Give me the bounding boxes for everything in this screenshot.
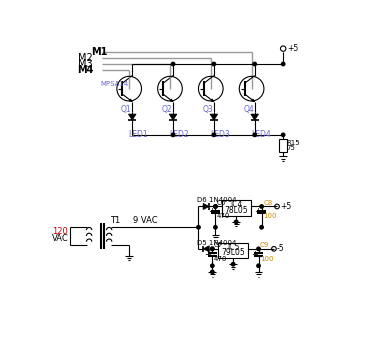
Circle shape <box>171 62 175 66</box>
Text: MPSA14: MPSA14 <box>101 81 129 87</box>
Circle shape <box>253 133 256 136</box>
Text: D6 1N4004: D6 1N4004 <box>197 197 236 203</box>
Text: M3: M3 <box>78 59 92 69</box>
Text: M4: M4 <box>78 65 94 75</box>
Text: Q2: Q2 <box>161 105 172 114</box>
Text: LED4: LED4 <box>251 130 271 138</box>
Text: 75: 75 <box>286 145 295 151</box>
Text: M2: M2 <box>78 53 92 63</box>
Text: IC5: IC5 <box>227 243 239 252</box>
Bar <box>279 139 287 152</box>
Text: IC4: IC4 <box>230 201 243 209</box>
Text: Q1: Q1 <box>121 105 132 114</box>
Circle shape <box>282 62 285 66</box>
Circle shape <box>171 133 175 136</box>
Polygon shape <box>128 114 136 120</box>
Bar <box>218 243 248 258</box>
Text: 120: 120 <box>52 227 68 236</box>
Text: LED1: LED1 <box>128 130 148 138</box>
Circle shape <box>235 220 238 224</box>
Text: +5: +5 <box>287 44 298 53</box>
Circle shape <box>211 270 214 273</box>
Polygon shape <box>203 246 209 252</box>
Text: C7: C7 <box>214 242 223 248</box>
Circle shape <box>260 225 263 229</box>
Circle shape <box>214 205 217 208</box>
Text: +: + <box>205 250 211 259</box>
Text: 100: 100 <box>263 213 277 220</box>
Polygon shape <box>203 203 209 210</box>
Text: +: + <box>208 207 215 216</box>
Circle shape <box>282 133 285 136</box>
Circle shape <box>211 247 214 251</box>
Text: -5: -5 <box>277 244 285 253</box>
Text: +5: +5 <box>280 202 291 211</box>
Circle shape <box>257 264 260 267</box>
Text: 79L05: 79L05 <box>221 248 245 257</box>
Text: M1: M1 <box>91 47 107 57</box>
Bar <box>222 200 251 216</box>
Text: VAC: VAC <box>52 234 69 243</box>
Text: 78L05: 78L05 <box>224 206 248 215</box>
Text: Q4: Q4 <box>243 105 254 114</box>
Circle shape <box>257 247 260 251</box>
Polygon shape <box>252 99 255 102</box>
Text: D5 1N4004: D5 1N4004 <box>197 240 236 246</box>
Circle shape <box>212 62 216 66</box>
Circle shape <box>232 263 235 266</box>
Circle shape <box>214 225 217 229</box>
Text: T1: T1 <box>110 216 120 225</box>
Text: +: + <box>254 207 261 216</box>
Polygon shape <box>210 114 218 120</box>
Text: 100: 100 <box>260 256 274 262</box>
Text: Q3: Q3 <box>202 105 213 114</box>
Text: 470: 470 <box>214 256 227 262</box>
Text: LED2: LED2 <box>169 130 189 138</box>
Polygon shape <box>170 99 173 102</box>
Text: C8: C8 <box>263 199 273 206</box>
Circle shape <box>260 205 263 208</box>
Circle shape <box>253 62 256 66</box>
Polygon shape <box>211 99 214 102</box>
Text: 470: 470 <box>217 213 230 220</box>
Text: C9: C9 <box>260 242 269 248</box>
Circle shape <box>211 264 214 267</box>
Polygon shape <box>129 99 132 102</box>
Circle shape <box>212 133 216 136</box>
Circle shape <box>197 225 200 229</box>
Text: 9 VAC: 9 VAC <box>133 216 158 225</box>
Text: R15: R15 <box>286 139 300 146</box>
Polygon shape <box>251 114 258 120</box>
Circle shape <box>214 205 217 208</box>
Text: C6: C6 <box>217 199 226 206</box>
Polygon shape <box>169 114 177 120</box>
Text: +: + <box>251 250 258 259</box>
Text: LED3: LED3 <box>210 130 230 138</box>
Circle shape <box>211 247 214 251</box>
